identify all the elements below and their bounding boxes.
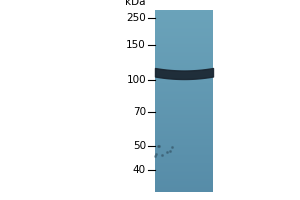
Text: 40: 40 <box>133 165 146 175</box>
Text: kDa: kDa <box>125 0 146 7</box>
Text: 100: 100 <box>126 75 146 85</box>
Text: 50: 50 <box>133 141 146 151</box>
Text: 250: 250 <box>126 13 146 23</box>
Text: 150: 150 <box>126 40 146 50</box>
Text: 70: 70 <box>133 107 146 117</box>
